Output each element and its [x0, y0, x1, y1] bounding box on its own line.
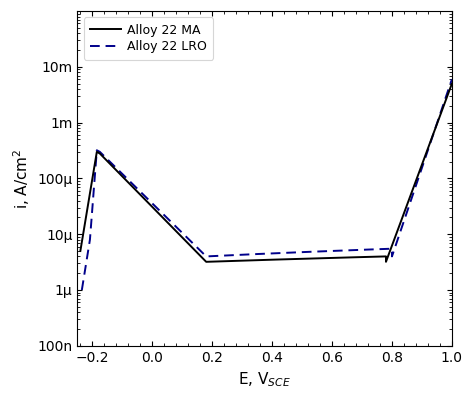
Alloy 22 LRO — [400, 222, 406, 227]
X-axis label: E, V$_{SCE}$: E, V$_{SCE}$ — [238, 370, 291, 389]
Alloy 22 MA — [449, 81, 455, 86]
Line: Alloy 22 LRO: Alloy 22 LRO — [82, 79, 452, 290]
Alloy 22 LRO — [213, 254, 219, 258]
Alloy 22 LRO — [146, 197, 151, 202]
Alloy 22 LRO — [449, 77, 455, 82]
Alloy 22 MA — [434, 121, 440, 126]
Alloy 22 LRO — [92, 170, 98, 175]
Legend: Alloy 22 MA, Alloy 22 LRO: Alloy 22 MA, Alloy 22 LRO — [83, 17, 213, 60]
Alloy 22 MA — [183, 239, 189, 244]
Alloy 22 LRO — [185, 236, 191, 241]
Alloy 22 MA — [87, 191, 93, 196]
Alloy 22 MA — [78, 249, 83, 254]
Alloy 22 MA — [247, 258, 253, 263]
Alloy 22 LRO — [79, 288, 85, 292]
Alloy 22 LRO — [131, 183, 137, 188]
Y-axis label: i, A/cm$^2$: i, A/cm$^2$ — [11, 148, 32, 209]
Alloy 22 MA — [234, 258, 240, 263]
Alloy 22 MA — [282, 257, 287, 262]
Alloy 22 MA — [203, 260, 209, 264]
Line: Alloy 22 MA: Alloy 22 MA — [81, 84, 452, 262]
